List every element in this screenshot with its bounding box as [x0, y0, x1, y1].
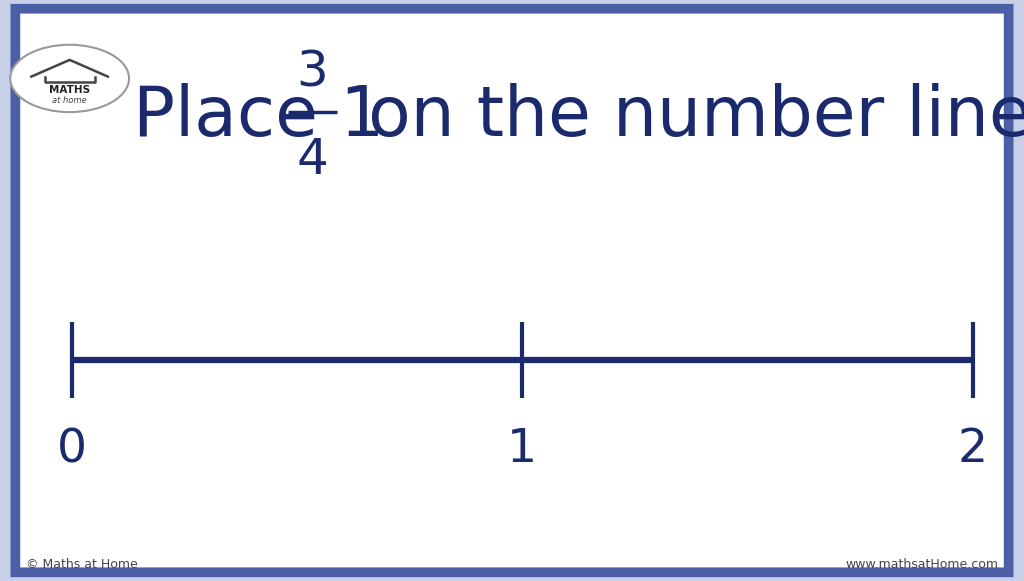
Text: at home: at home	[52, 96, 87, 105]
Text: on the number line: on the number line	[346, 83, 1024, 150]
Text: © Maths at Home: © Maths at Home	[26, 558, 137, 571]
Circle shape	[10, 45, 129, 112]
Text: MATHS: MATHS	[49, 84, 90, 95]
Text: 4: 4	[296, 136, 329, 184]
Text: 3: 3	[296, 49, 329, 96]
Text: 0: 0	[56, 427, 87, 472]
Text: www.mathsatHome.com: www.mathsatHome.com	[846, 558, 998, 571]
FancyBboxPatch shape	[15, 9, 1009, 572]
Text: Place 1: Place 1	[133, 83, 384, 150]
Text: 1: 1	[507, 427, 538, 472]
Text: 2: 2	[957, 427, 988, 472]
